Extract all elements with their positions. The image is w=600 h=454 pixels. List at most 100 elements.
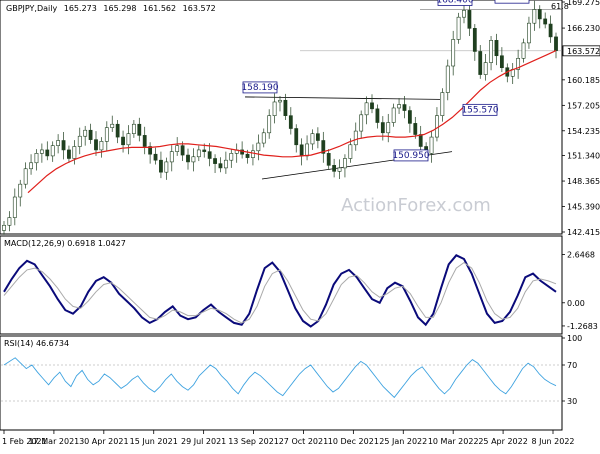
candle: [326, 149, 331, 170]
candle-body: [370, 102, 374, 110]
candle-body: [435, 115, 439, 138]
candle: [402, 95, 407, 119]
candle: [94, 131, 98, 156]
high-value: 165.298: [103, 4, 136, 13]
candle-body: [445, 65, 450, 93]
rsi-line: [3, 357, 557, 399]
candle: [88, 123, 93, 144]
x-tick-label: 13 Sep 2021: [228, 437, 279, 446]
candle: [207, 143, 212, 167]
candle: [251, 144, 255, 166]
candle-body: [104, 127, 109, 142]
candle-body: [61, 140, 66, 151]
candle: [142, 126, 147, 155]
candle-body: [343, 158, 347, 169]
candle-body: [353, 130, 358, 146]
candle: [12, 188, 17, 226]
candle: [267, 109, 272, 139]
price-tag: 168.670: [493, 0, 531, 4]
candle: [272, 93, 277, 124]
macd-series-line: [3, 261, 557, 324]
candle: [527, 16, 531, 49]
candle-body: [202, 149, 207, 152]
candle: [283, 93, 288, 120]
candle-body: [499, 55, 504, 69]
price-tag: 158.190: [241, 81, 279, 94]
candle: [83, 125, 88, 146]
macd-series-line: [3, 254, 557, 328]
candle: [126, 125, 131, 155]
candle: [364, 96, 369, 125]
candle: [483, 54, 488, 81]
candle: [321, 131, 326, 163]
candle-body: [2, 224, 6, 231]
candle: [45, 141, 50, 161]
candle: [467, 1, 472, 37]
macd-layer: 2.6468 0.00 -1.2683: [3, 250, 598, 331]
candle: [23, 162, 28, 189]
price-tag-box: [393, 149, 429, 162]
candle: [543, 12, 548, 29]
candle-body: [516, 58, 521, 70]
x-tick-label: 25 Apr 2022: [478, 437, 527, 446]
candle: [391, 103, 396, 127]
symbol-label: GBPJPY,Daily: [6, 4, 57, 13]
rsi-pane-frame: [0, 335, 563, 431]
candle-body: [196, 149, 201, 158]
price-tag-label: 155.570: [461, 105, 498, 115]
candle: [223, 151, 228, 174]
candle-body: [56, 140, 61, 146]
candle-body: [537, 9, 542, 20]
candle: [278, 95, 282, 112]
candle: [104, 121, 109, 151]
candle-body: [207, 151, 212, 159]
candle-body: [478, 51, 483, 75]
candle: [516, 49, 521, 79]
candle-body: [402, 104, 407, 111]
macd-title: MACD(12,26,9) 0.6918 1.0427: [4, 239, 126, 248]
candle: [397, 98, 401, 114]
low-value: 161.562: [143, 4, 176, 13]
candle: [131, 119, 136, 138]
rsi-y-tick-label: 100: [567, 334, 582, 343]
candle: [478, 45, 483, 79]
candle: [18, 179, 23, 207]
y-tick-label: 142.415: [567, 228, 600, 237]
candle: [445, 59, 450, 101]
price-tag-box: [462, 103, 498, 116]
candle: [386, 113, 391, 143]
candle: [2, 220, 6, 235]
candle-body: [223, 159, 228, 169]
candle-body: [294, 128, 299, 146]
candle-body: [315, 133, 320, 141]
candle: [554, 32, 558, 59]
price-tag-label: 158.190: [241, 83, 278, 93]
x-tick-label: 10 Mar 2022: [428, 437, 479, 446]
price-tag-label: 168.670: [493, 0, 530, 3]
candle: [370, 94, 374, 114]
y-tick-label: 169.275: [567, 0, 600, 7]
candle: [121, 130, 125, 153]
candle-body: [218, 163, 223, 169]
candle-body: [407, 110, 412, 124]
candle-body: [229, 153, 234, 161]
candle-body: [467, 10, 472, 29]
candle-body: [326, 153, 331, 166]
candle-body: [554, 36, 558, 51]
candle-body: [456, 16, 461, 40]
close-value: 163.572: [183, 4, 216, 13]
candle: [50, 141, 55, 162]
x-tick-label: 17 Mar 2021: [29, 437, 80, 446]
y-tick-label: 160.185: [567, 76, 600, 85]
x-tick-label: 8 Jun 2022: [531, 437, 574, 446]
rsi-y-tick-label: 70: [567, 361, 577, 370]
candle-body: [153, 153, 158, 161]
candle: [462, 3, 466, 24]
candle-body: [131, 123, 136, 134]
y-tick-label: 166.230: [567, 24, 600, 33]
candle-body: [72, 146, 77, 159]
candle-body: [429, 136, 434, 154]
candle-body: [521, 42, 526, 59]
candle-body: [261, 132, 266, 144]
